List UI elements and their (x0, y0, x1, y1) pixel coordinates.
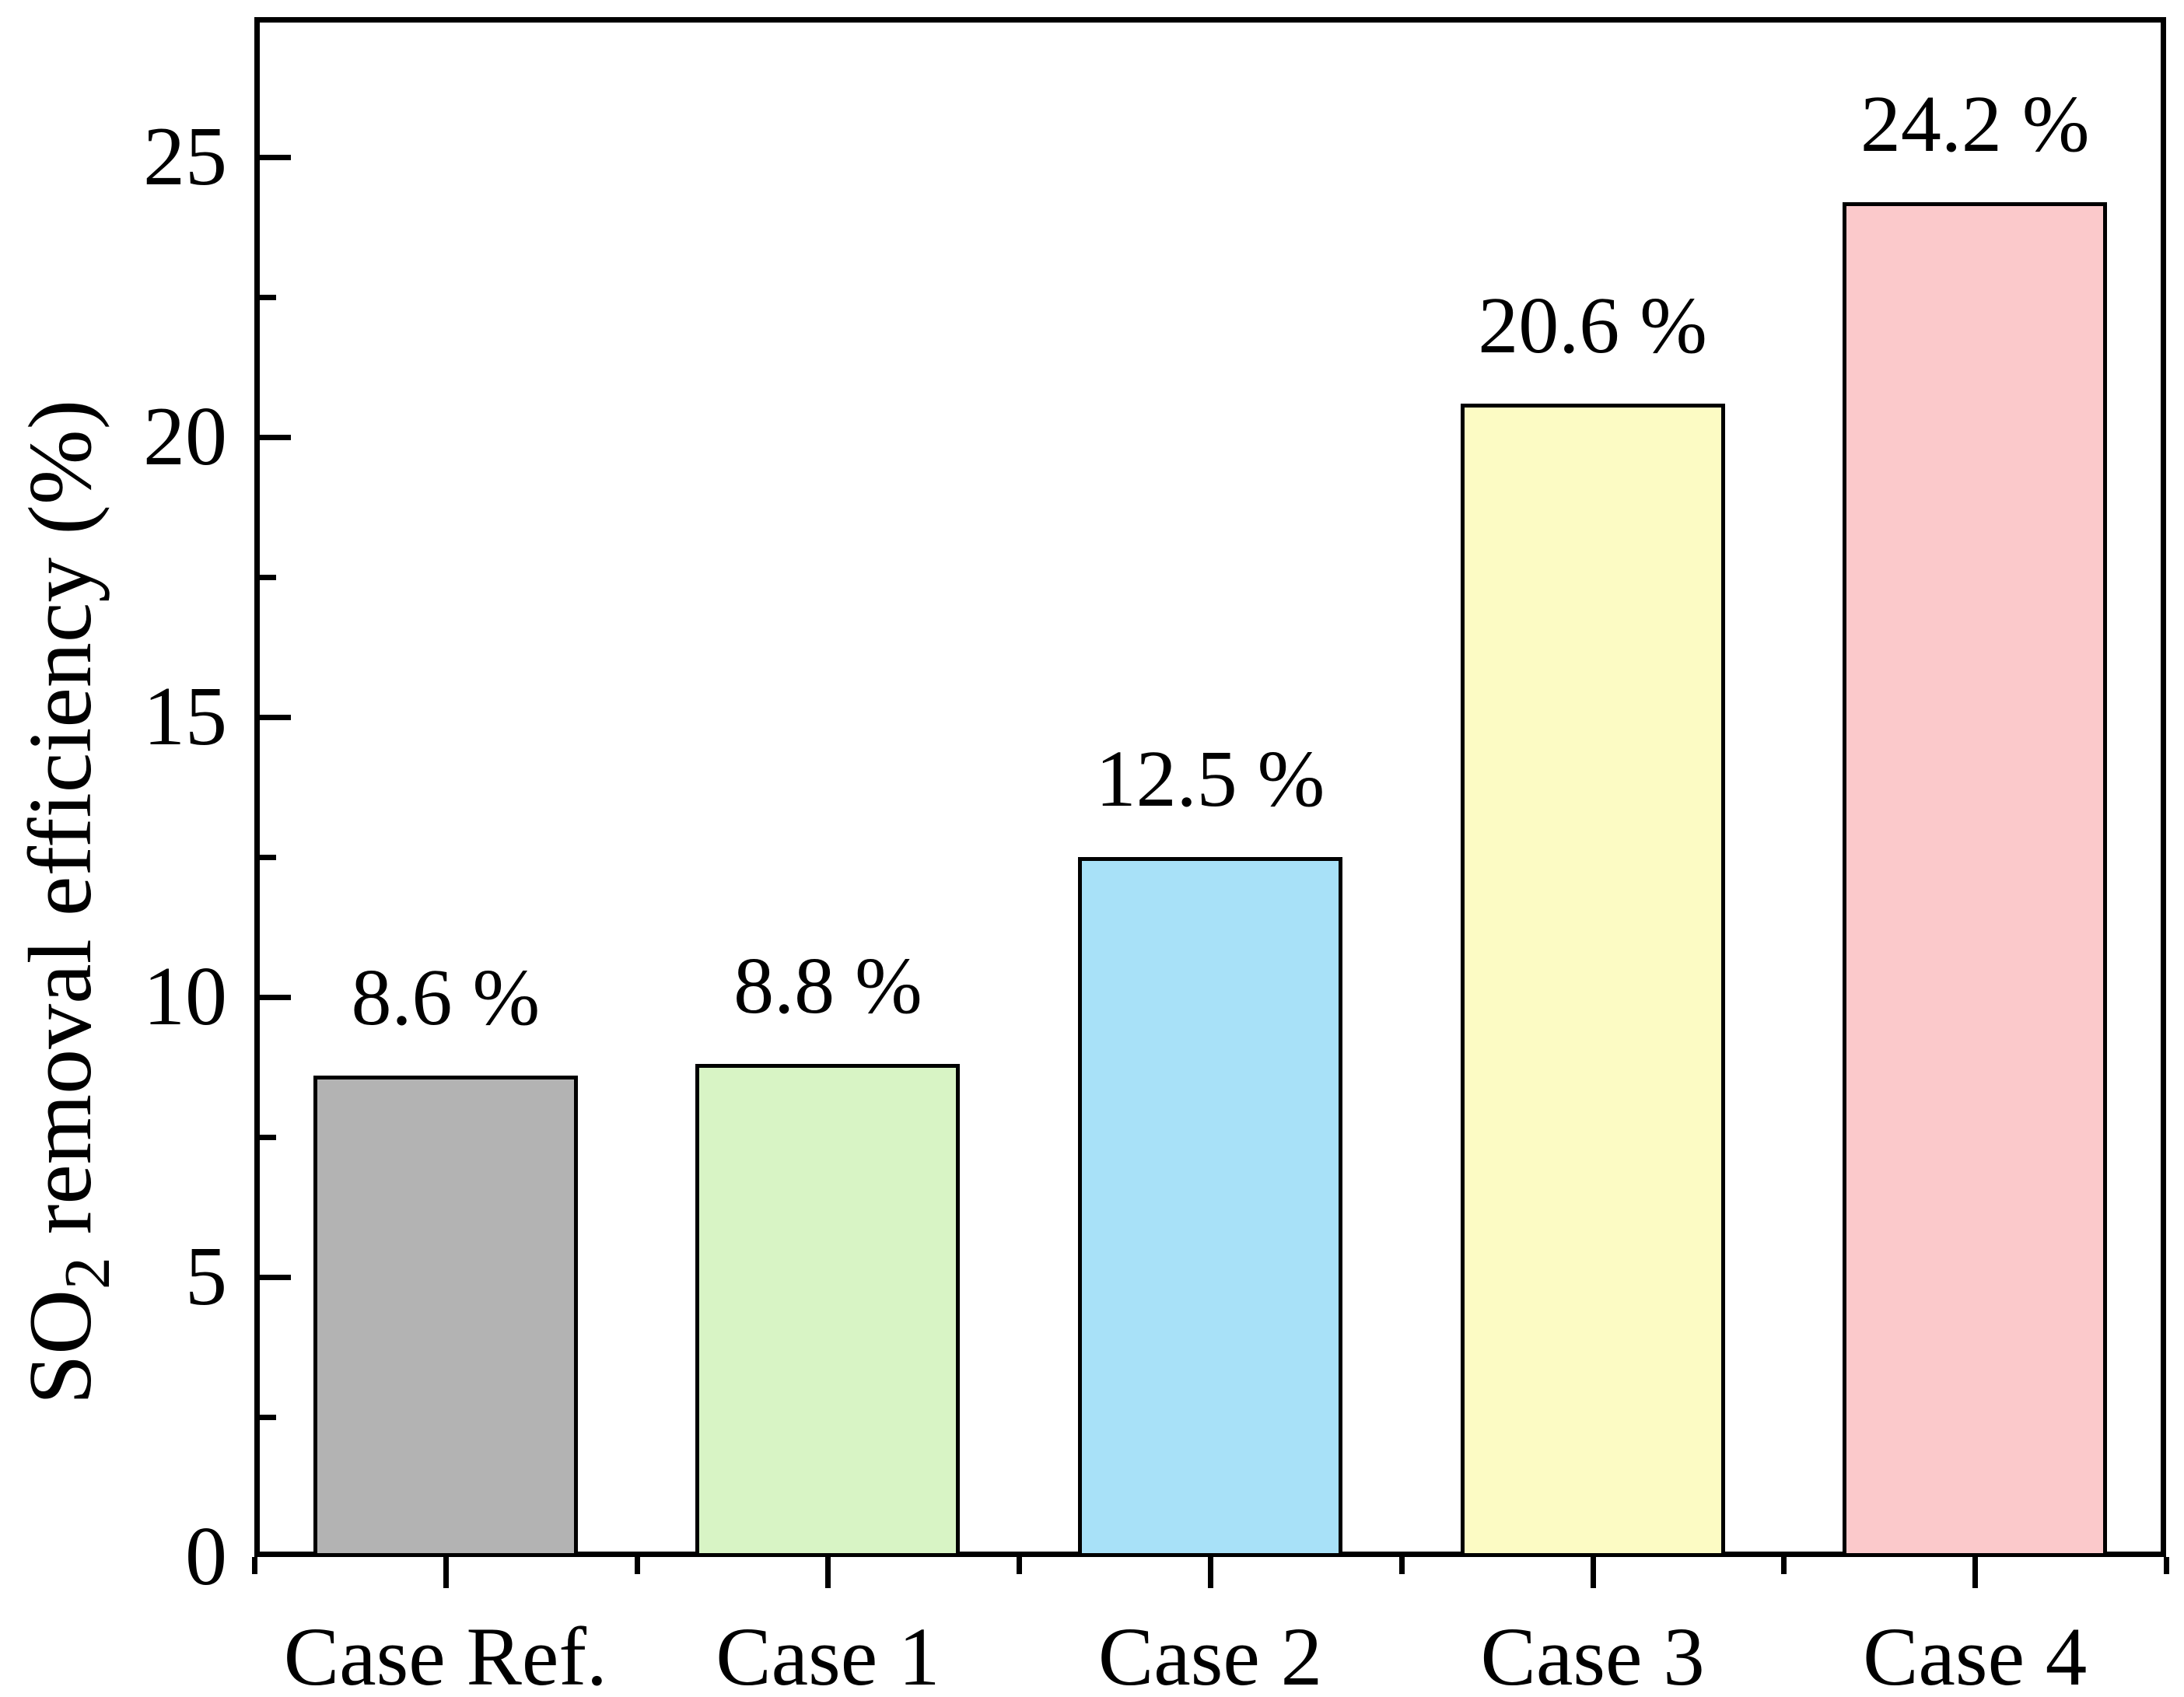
y-minor-tick (257, 1415, 276, 1420)
bar-case-2 (1078, 857, 1342, 1557)
bar-case-1 (695, 1064, 961, 1557)
y-major-tick (257, 995, 291, 1000)
y-minor-tick (257, 1135, 276, 1140)
bar-value-label: 8.8 % (733, 941, 922, 1031)
y-major-tick (257, 435, 291, 440)
x-category-label: Case Ref. (283, 1611, 607, 1697)
x-boundary-tick (2164, 1557, 2169, 1574)
y-minor-tick (257, 575, 276, 580)
y-axis-title-suffix: removal efficiency (%) (11, 399, 110, 1258)
x-center-tick (1972, 1557, 1979, 1588)
y-tick-label: 0 (185, 1510, 227, 1603)
x-center-tick (1208, 1557, 1213, 1588)
x-center-tick (1590, 1557, 1596, 1588)
y-tick-label: 25 (143, 110, 227, 203)
y-tick-label: 20 (143, 390, 227, 483)
bar-case-4 (1843, 201, 2108, 1557)
bar-case-3 (1460, 403, 1725, 1557)
y-tick-label: 15 (143, 670, 227, 763)
y-tick-label: 10 (143, 950, 227, 1043)
bar-value-label: 8.6 % (351, 952, 541, 1042)
x-center-tick (825, 1557, 831, 1588)
x-category-label: Case 1 (716, 1611, 940, 1697)
y-minor-tick (257, 295, 276, 300)
bar-value-label: 24.2 % (1860, 79, 2090, 169)
x-boundary-tick (1398, 1557, 1405, 1574)
y-major-tick (257, 715, 291, 720)
y-tick-label: 5 (185, 1230, 227, 1323)
bar-value-label: 20.6 % (1478, 280, 1707, 370)
x-category-label: Case 2 (1097, 1611, 1323, 1697)
y-major-tick (257, 155, 291, 160)
x-boundary-tick (1781, 1557, 1787, 1574)
bar-value-label: 12.5 % (1095, 734, 1325, 824)
x-category-label: Case 4 (1863, 1611, 2088, 1697)
bar-case-ref (313, 1075, 578, 1557)
y-major-tick (257, 1275, 291, 1280)
x-center-tick (443, 1557, 449, 1588)
y-minor-tick (257, 855, 276, 860)
x-boundary-tick (634, 1557, 640, 1574)
x-category-label: Case 3 (1480, 1611, 1705, 1697)
x-boundary-tick (252, 1557, 257, 1574)
x-boundary-tick (1017, 1557, 1023, 1574)
